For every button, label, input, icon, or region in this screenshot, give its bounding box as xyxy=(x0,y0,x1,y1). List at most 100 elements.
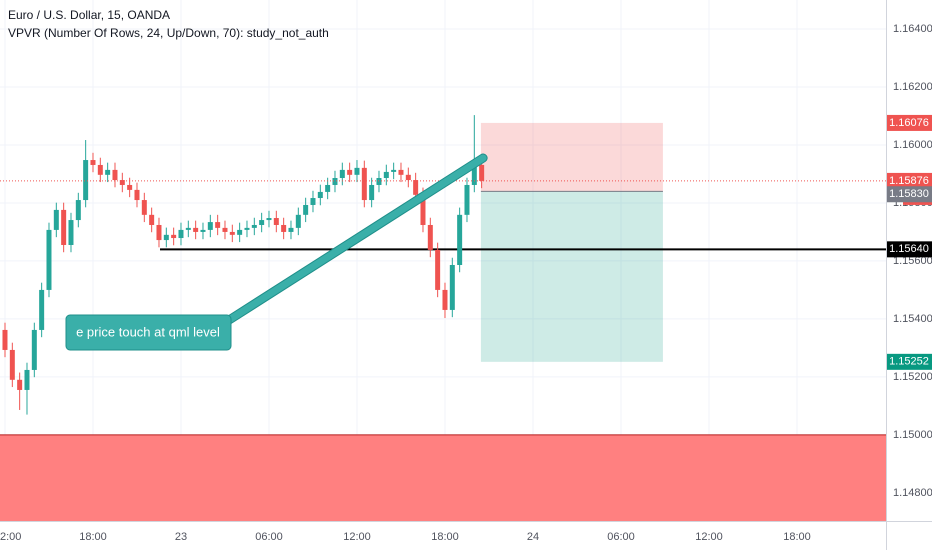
marker-label: 1.15876 xyxy=(889,175,929,187)
candle-body xyxy=(105,169,111,175)
candle-body xyxy=(2,329,8,350)
candle-body xyxy=(185,227,191,230)
callout-text: e price touch at qml level xyxy=(76,324,220,339)
marker-label-bg xyxy=(887,172,932,189)
candle-body xyxy=(464,184,470,215)
candle-body xyxy=(332,178,338,185)
y-tick-label: 1.14800 xyxy=(893,487,932,499)
candle-body xyxy=(178,229,184,239)
candle-body xyxy=(310,198,316,205)
candle-body xyxy=(251,224,257,228)
level-label-bg xyxy=(887,241,932,258)
candle-body xyxy=(53,209,59,230)
candle-body xyxy=(325,184,331,192)
x-tick-label: 23 xyxy=(175,531,187,543)
candle-body xyxy=(361,167,367,201)
stop-label: 1.16076 xyxy=(889,117,929,129)
candle-body xyxy=(46,229,52,290)
candle-body xyxy=(222,227,228,232)
candle-body xyxy=(405,174,411,181)
candle-body xyxy=(479,164,485,181)
stop-area xyxy=(480,122,663,192)
x-tick-label: 06:00 xyxy=(255,531,283,543)
candle-body xyxy=(281,224,287,232)
candle-body xyxy=(303,204,309,215)
marker-label: 1.15830 xyxy=(889,188,929,200)
x-tick-label: 18:00 xyxy=(431,531,459,543)
y-tick-label: 1.15600 xyxy=(893,255,932,267)
y-tick-label: 1.16400 xyxy=(893,23,932,35)
candle-body xyxy=(17,379,23,390)
candle-body xyxy=(273,218,279,225)
candle-body xyxy=(193,227,199,232)
zone xyxy=(0,434,886,521)
candle-body xyxy=(435,249,441,290)
callout-box xyxy=(65,314,232,351)
candle-body xyxy=(200,229,206,232)
candle-body xyxy=(39,289,45,330)
chart-subtitle: VPVR (Number Of Rows, 24, Up/Down, 70): … xyxy=(8,26,329,40)
candle-body xyxy=(339,169,345,179)
y-tick-label: 1.15000 xyxy=(893,429,932,441)
candle-body xyxy=(383,171,389,179)
candle-body xyxy=(24,369,30,390)
candle-body xyxy=(391,169,397,172)
candle-body xyxy=(134,189,140,201)
stop-label-bg xyxy=(887,114,932,131)
candle-body xyxy=(31,329,37,370)
x-tick-label: 24 xyxy=(527,531,539,543)
candle-body xyxy=(449,264,455,310)
candle-body xyxy=(471,164,477,185)
level-label: 1.15640 xyxy=(889,243,929,255)
target-label: 1.15252 xyxy=(889,356,929,368)
candle-body xyxy=(457,214,463,265)
candle-body xyxy=(90,160,96,165)
candle-body xyxy=(259,220,265,225)
y-tick-label: 1.16200 xyxy=(893,81,932,93)
candle-body xyxy=(163,234,169,241)
candle-body xyxy=(354,167,360,175)
x-tick-label: 18:00 xyxy=(783,531,811,543)
candle-body xyxy=(61,209,67,245)
x-tick-label: 2:00 xyxy=(0,531,21,543)
candle-body xyxy=(420,194,426,225)
candle-body xyxy=(83,160,89,201)
candle-body xyxy=(156,224,162,241)
target-label-bg xyxy=(887,353,932,370)
candle-body xyxy=(317,191,323,199)
plot-area: e price touch at qml level xyxy=(0,0,886,521)
candle-body xyxy=(442,289,448,310)
x-tick-label: 06:00 xyxy=(607,531,635,543)
marker-label-bg xyxy=(887,186,932,203)
y-tick-label: 1.15400 xyxy=(893,313,932,325)
x-tick-label: 12:00 xyxy=(343,531,371,543)
candle-body xyxy=(215,222,221,228)
candle-body xyxy=(68,220,74,245)
y-tick-label: 1.15200 xyxy=(893,371,932,383)
candle-body xyxy=(266,218,272,221)
candle-body xyxy=(398,169,404,175)
candle-body xyxy=(97,164,103,175)
candle-body xyxy=(75,200,81,221)
x-tick-label: 12:00 xyxy=(695,531,723,543)
candle-body xyxy=(149,214,155,225)
target-area xyxy=(480,191,663,362)
candle-body xyxy=(112,169,118,181)
x-tick-label: 18:00 xyxy=(79,531,107,543)
candle-body xyxy=(347,169,353,175)
candle-body xyxy=(376,178,382,185)
candle-body xyxy=(427,224,433,250)
candle-body xyxy=(171,234,177,239)
candle-body xyxy=(244,227,250,230)
y-tick-label: 1.16000 xyxy=(893,139,932,151)
chart-title: Euro / U.S. Dollar, 15, OANDA xyxy=(8,8,170,22)
candle-body xyxy=(119,180,125,185)
candle-body xyxy=(295,214,301,228)
candle-body xyxy=(127,184,133,190)
candle-body xyxy=(141,200,147,215)
candle-body xyxy=(229,231,235,235)
candle-body xyxy=(9,349,15,380)
callout-pointer-inner xyxy=(222,154,487,326)
